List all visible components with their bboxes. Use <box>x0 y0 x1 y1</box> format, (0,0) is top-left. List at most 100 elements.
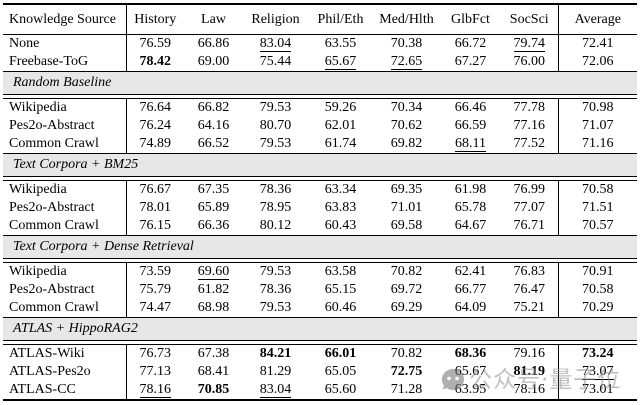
table-row: Freebase-ToG 78.42 69.00 75.44 65.67 72.65 67.… <box>3 53 637 72</box>
score-value: 72.75 <box>390 364 423 379</box>
score-cell: 67.35 <box>184 181 243 200</box>
score-value: 63.55 <box>324 36 357 51</box>
table-row: Common Crawl 76.15 66.36 80.12 60.43 69.58 64.… <box>3 217 637 236</box>
column-header: History <box>126 4 184 35</box>
score-value: 70.98 <box>582 100 614 115</box>
score-cell: 76.00 <box>501 53 558 72</box>
score-cell: 73.01 <box>557 381 637 400</box>
column-header: Phil/Eth <box>308 4 373 35</box>
score-value: 66.86 <box>197 36 230 51</box>
score-cell: 79.16 <box>501 345 558 364</box>
score-value: 64.09 <box>454 300 487 315</box>
score-value: 65.60 <box>324 382 357 397</box>
score-value: 69.35 <box>390 182 423 197</box>
score-cell: 63.58 <box>308 263 373 282</box>
score-cell: 80.70 <box>243 117 308 135</box>
score-cell: 66.82 <box>184 99 243 118</box>
score-value: 71.01 <box>390 200 423 215</box>
table-row: Wikipedia 76.67 67.35 78.36 63.34 69.35 61.98 7… <box>3 180 637 200</box>
score-cell: 78.16 <box>501 381 558 400</box>
score-value: 66.52 <box>197 136 230 151</box>
score-value: 79.53 <box>259 136 292 151</box>
score-cell: 65.78 <box>440 199 501 217</box>
score-cell: 66.01 <box>308 345 373 364</box>
score-cell: 74.47 <box>126 299 184 318</box>
column-header: Law <box>184 4 243 35</box>
section-gap <box>3 176 637 181</box>
score-cell: 66.36 <box>184 217 243 236</box>
score-cell: 66.86 <box>184 35 243 54</box>
section-band: Text Corpora + Dense Retrieval <box>3 235 637 259</box>
score-value: 75.21 <box>513 300 546 315</box>
score-value: 77.78 <box>513 100 546 115</box>
section-gap <box>3 94 637 99</box>
score-cell: 63.83 <box>308 199 373 217</box>
score-cell: 78.36 <box>243 181 308 200</box>
score-cell: 66.72 <box>440 35 501 54</box>
score-value: 70.29 <box>582 300 614 315</box>
score-cell: 83.04 <box>243 381 308 400</box>
score-value: 67.35 <box>197 182 230 197</box>
score-cell: 65.89 <box>184 199 243 217</box>
score-cell: 76.83 <box>501 263 558 282</box>
score-value: 80.12 <box>259 218 292 233</box>
score-value: 78.01 <box>139 200 172 215</box>
score-value: 75.44 <box>259 54 292 69</box>
score-value: 77.13 <box>139 364 172 379</box>
score-cell: 70.82 <box>373 345 440 364</box>
score-value: 66.82 <box>197 100 230 115</box>
score-value: 77.52 <box>513 136 546 151</box>
knowledge-source-results-table: Knowledge Source History Law Religion Phil/E… <box>3 3 637 401</box>
score-cell: 61.74 <box>308 135 373 154</box>
score-value: 66.01 <box>324 346 357 361</box>
score-cell: 76.73 <box>126 345 184 364</box>
score-value: 79.53 <box>259 100 292 115</box>
table-row: Common Crawl 74.47 68.98 79.53 60.46 69.29 64.… <box>3 299 637 318</box>
score-value: 65.78 <box>454 200 487 215</box>
score-cell: 77.13 <box>126 363 184 381</box>
score-cell: 68.36 <box>440 345 501 364</box>
score-cell: 74.89 <box>126 135 184 154</box>
score-cell: 60.46 <box>308 299 373 318</box>
score-cell: 66.52 <box>184 135 243 154</box>
score-cell: 69.58 <box>373 217 440 236</box>
section-band: ATLAS + HippoRAG2 <box>3 317 637 341</box>
score-value: 76.24 <box>139 118 172 133</box>
score-cell: 72.41 <box>557 34 637 53</box>
score-value: 72.06 <box>582 54 614 69</box>
score-cell: 63.55 <box>308 35 373 54</box>
score-cell: 77.07 <box>501 199 558 217</box>
score-value: 63.34 <box>324 182 357 197</box>
score-cell: 69.00 <box>184 53 243 72</box>
score-cell: 61.98 <box>440 181 501 200</box>
score-cell: 71.51 <box>557 199 637 217</box>
score-value: 59.26 <box>324 100 357 115</box>
score-value: 65.05 <box>324 364 357 379</box>
row-label: Common Crawl <box>3 135 127 154</box>
score-cell: 69.29 <box>373 299 440 318</box>
score-value: 67.27 <box>454 54 487 69</box>
score-cell: 65.15 <box>308 281 373 299</box>
score-value: 65.67 <box>454 364 487 379</box>
score-value: 68.41 <box>197 364 230 379</box>
row-label: Common Crawl <box>3 299 127 318</box>
row-label: ATLAS-CC <box>3 381 127 400</box>
score-value: 73.24 <box>582 346 614 361</box>
column-header: Average <box>557 4 637 35</box>
score-cell: 77.52 <box>501 135 558 154</box>
score-value: 70.58 <box>582 282 614 297</box>
score-cell: 76.67 <box>126 181 184 200</box>
score-value: 76.15 <box>139 218 172 233</box>
score-cell: 73.07 <box>557 363 637 381</box>
score-value: 81.19 <box>513 364 546 379</box>
score-cell: 69.82 <box>373 135 440 154</box>
section-header: Text Corpora + Dense Retrieval <box>3 235 637 259</box>
score-value: 77.16 <box>513 118 546 133</box>
table-row: ATLAS-CC 78.16 70.85 83.04 65.60 71.28 63.95 78… <box>3 381 637 400</box>
score-value: 68.36 <box>454 346 487 361</box>
score-cell: 70.58 <box>557 281 637 299</box>
score-cell: 68.41 <box>184 363 243 381</box>
score-value: 71.07 <box>582 118 614 133</box>
score-cell: 79.53 <box>243 299 308 318</box>
